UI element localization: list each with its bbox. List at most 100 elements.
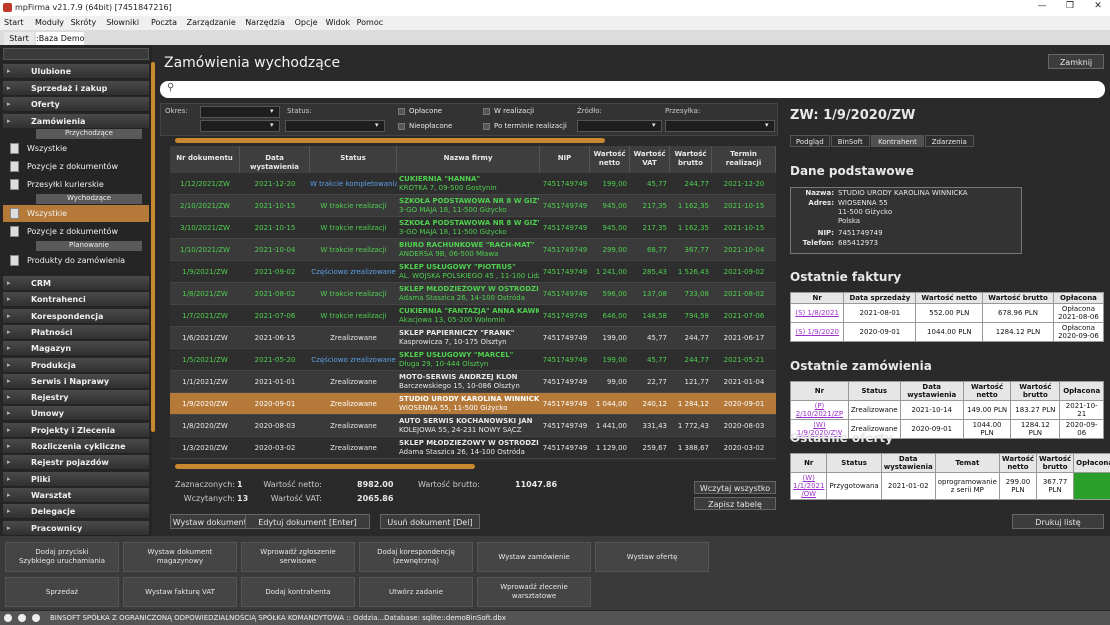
- sidebar-item[interactable]: [3, 422, 149, 438]
- sidebar-label[interactable]: Pliki: [31, 474, 51, 484]
- column-header[interactable]: Nr dokumentu: [170, 146, 240, 173]
- column-header[interactable]: Status: [310, 146, 397, 173]
- sidebar-item[interactable]: [3, 292, 149, 308]
- sidebar-item[interactable]: [3, 504, 149, 520]
- sidebar-label[interactable]: Ulubione: [31, 67, 72, 76]
- detail-tab[interactable]: Zdarzenia: [925, 135, 974, 147]
- sidebar-label[interactable]: Serwis i Naprawy: [31, 376, 110, 386]
- menu-item[interactable]: Słowniki: [106, 18, 140, 27]
- quick-button[interactable]: Wprowadź zgłoszenie serwisowe: [241, 542, 355, 572]
- link-cell[interactable]: (P) 2/10/2021/ZP: [790, 400, 849, 420]
- table-row[interactable]: [170, 371, 776, 393]
- dropdown[interactable]: [200, 106, 280, 118]
- sidebar-subitem[interactable]: [3, 205, 149, 222]
- quick-button[interactable]: Wprowadź zlecenie warsztatowe: [477, 577, 591, 607]
- sidebar-item[interactable]: [3, 97, 149, 112]
- dropdown[interactable]: [665, 120, 775, 132]
- checkbox[interactable]: [398, 123, 405, 130]
- sidebar-item[interactable]: [3, 390, 149, 406]
- quick-button[interactable]: Wystaw ofertę: [595, 542, 709, 572]
- table-row[interactable]: [170, 195, 776, 217]
- sidebar-label[interactable]: Warsztat: [31, 490, 72, 500]
- sidebar-sublabel[interactable]: Przesyłki kurierskie: [27, 180, 104, 189]
- tab[interactable]: :Baza Demo: [36, 32, 85, 45]
- window-control[interactable]: ❐: [1065, 1, 1075, 11]
- sidebar-item[interactable]: [3, 308, 149, 324]
- table-row[interactable]: [170, 283, 776, 305]
- checkbox[interactable]: [398, 108, 405, 115]
- sidebar-item[interactable]: [3, 80, 149, 96]
- menu-item[interactable]: Zarządzanie: [186, 18, 236, 27]
- sidebar-label[interactable]: Płatności: [31, 327, 73, 337]
- checkbox-label[interactable]: Opłacone: [409, 107, 443, 115]
- quick-button[interactable]: Wystaw dokument magazynowy: [123, 542, 237, 572]
- dropdown[interactable]: [577, 120, 662, 132]
- sidebar-item[interactable]: [3, 406, 149, 422]
- sidebar-sublabel[interactable]: Pozycje z dokumentów: [27, 162, 118, 171]
- sidebar-sublabel[interactable]: Produkty do zamówienia: [27, 256, 126, 265]
- sidebar-item[interactable]: [3, 455, 149, 471]
- column-header[interactable]: Wartość brutto: [670, 146, 712, 173]
- table-row[interactable]: [170, 261, 776, 283]
- column-header[interactable]: Nazwa firmy: [397, 146, 540, 173]
- sidebar-label[interactable]: CRM: [31, 279, 51, 288]
- sidebar-label[interactable]: Sprzedaż i zakup: [31, 83, 108, 93]
- table-row[interactable]: [170, 415, 776, 437]
- table-row[interactable]: (S) 1/9/2020 2020-09-01 1044.00 PLN 1284.12…: [789, 322, 1105, 342]
- table-row[interactable]: [170, 349, 776, 371]
- table-row[interactable]: [170, 305, 776, 327]
- sidebar-subitem[interactable]: [3, 140, 149, 157]
- quick-button[interactable]: Dodaj korespondencję (zewnętrzną): [359, 542, 473, 572]
- table-row[interactable]: [170, 393, 776, 415]
- search-box[interactable]: [160, 81, 1105, 98]
- table-row[interactable]: (P) 2/10/2021/ZP Zrealizowane 2021-10-14 14…: [790, 400, 1104, 420]
- checkbox[interactable]: [483, 108, 490, 115]
- table-row[interactable]: (S) 1/8/2021 2021-08-01 552.00 PLN 678.96 P…: [789, 303, 1105, 323]
- menu-item[interactable]: Skróty: [70, 18, 97, 27]
- table-row[interactable]: [170, 217, 776, 239]
- sidebar-sublabel[interactable]: Pozycje z dokumentów: [27, 227, 118, 236]
- quick-button[interactable]: Dodaj kontrahenta: [241, 577, 355, 607]
- sidebar-label[interactable]: Rozliczenia cykliczne: [31, 442, 126, 451]
- checkbox-label[interactable]: W realizacji: [494, 107, 535, 115]
- checkbox[interactable]: [483, 123, 490, 130]
- link-cell[interactable]: (S) 1/9/2020: [789, 322, 845, 342]
- sidebar-item[interactable]: [3, 487, 149, 503]
- dropdown[interactable]: [285, 120, 385, 132]
- table-row[interactable]: [170, 437, 776, 459]
- sidebar-item[interactable]: [3, 113, 149, 129]
- sidebar-sublabel[interactable]: Wszystkie: [27, 209, 68, 218]
- column-header[interactable]: Wartość VAT: [630, 146, 670, 173]
- table-row[interactable]: [170, 327, 776, 349]
- table-row[interactable]: [170, 239, 776, 261]
- window-control[interactable]: ✕: [1094, 1, 1102, 11]
- menu-item[interactable]: Poczta: [151, 18, 178, 27]
- table-button[interactable]: Zapisz tabelę: [694, 497, 776, 510]
- sidebar-sublabel[interactable]: Wszystkie: [27, 144, 68, 153]
- link-cell[interactable]: (S) 1/8/2021: [789, 303, 845, 323]
- action-button[interactable]: Edytuj dokument [Enter]: [245, 514, 370, 529]
- action-button[interactable]: Usuń dokument [Del]: [380, 514, 480, 529]
- sidebar-label[interactable]: Magazyn: [31, 344, 72, 354]
- sidebar-label[interactable]: Oferty: [31, 100, 60, 109]
- sidebar-item[interactable]: [3, 439, 149, 454]
- sidebar-label[interactable]: Rejestry: [31, 393, 69, 403]
- sidebar-item[interactable]: [3, 276, 149, 291]
- menu-item[interactable]: Moduły: [35, 18, 64, 27]
- sidebar-label[interactable]: Produkcja: [31, 360, 76, 370]
- column-header[interactable]: NIP: [540, 146, 590, 173]
- close-button[interactable]: Zamknij: [1048, 54, 1104, 69]
- sidebar-label[interactable]: Pracownicy: [31, 523, 83, 533]
- sidebar-item[interactable]: [3, 357, 149, 373]
- sidebar-item[interactable]: [3, 471, 149, 487]
- detail-tab[interactable]: BinSoft: [830, 135, 870, 147]
- quick-button[interactable]: Wystaw fakturę VAT: [123, 577, 237, 607]
- link-cell[interactable]: (W) 1/9/2020/ZW: [790, 419, 849, 439]
- table-row[interactable]: (W) 1/9/2020/ZW Zrealizowane 2020-09-01 104…: [790, 419, 1104, 439]
- sidebar-label[interactable]: Umowy: [31, 409, 64, 419]
- sidebar-item[interactable]: [3, 64, 149, 79]
- quick-button[interactable]: Wystaw zamówienie: [477, 542, 591, 572]
- sidebar-label[interactable]: Kontrahenci: [31, 295, 86, 305]
- dropdown[interactable]: [200, 120, 280, 132]
- menu-item[interactable]: Pomoc: [356, 18, 384, 27]
